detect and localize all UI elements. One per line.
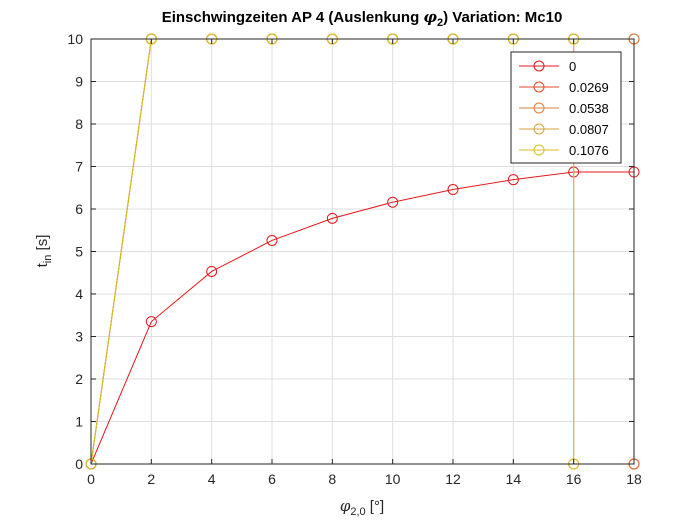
legend-swatch-marker [533,81,545,93]
legend-swatch-marker [533,60,545,72]
y-tick-label: 10 [67,31,83,47]
x-tick-label: 6 [268,471,276,487]
series-line [90,171,635,465]
x-tick-label: 18 [626,471,642,487]
legend-entry: 0.0807 [519,122,609,137]
data-point [206,265,218,277]
y-tick-label: 5 [75,244,83,260]
legend-box [510,51,622,164]
data-point [387,196,399,208]
x-tick-label: 16 [566,471,582,487]
y-tick-label: 8 [75,116,83,132]
legend-entry: 0 [519,59,576,74]
chart-title: Einschwingzeiten AP 4 (Auslenkung φ2) Va… [162,8,563,29]
x-tick-label: 10 [385,471,401,487]
legend-swatch-marker [533,144,545,156]
y-tick-label: 2 [75,371,83,387]
y-tick-label: 9 [75,74,83,90]
data-point [266,234,278,246]
legend: 0 0.0269 0.0538 0.0807 0.1076 [510,51,622,164]
legend-label: 0.0807 [569,122,609,137]
data-point [447,183,459,195]
y-tick-label: 4 [75,286,83,302]
legend-label: 0 [569,59,576,74]
y-tick-label: 1 [75,414,83,430]
y-tick-label: 7 [75,159,83,175]
legend-swatch-marker [533,102,545,114]
x-tick-label: 12 [445,471,461,487]
x-axis-label: φ2,0 [°] [340,497,384,518]
data-point [507,174,519,186]
y-axis-label: tin [s] [34,235,54,268]
x-tick-label: 4 [208,471,216,487]
legend-label: 0.1076 [569,143,609,158]
x-tick-label: 8 [328,471,336,487]
data-point [145,316,157,328]
data-point [326,212,338,224]
series-0 [85,166,640,470]
x-tick-label: 14 [506,471,522,487]
y-tick-label: 3 [75,329,83,345]
y-tick-label: 0 [75,456,83,472]
legend-entry: 0.1076 [519,143,609,158]
y-tick-label: 6 [75,201,83,217]
legend-swatch-marker [533,123,545,135]
legend-entry: 0.0538 [519,101,609,116]
legend-label: 0.0269 [569,80,609,95]
legend-entry: 0.0269 [519,80,609,95]
legend-label: 0.0538 [569,101,609,116]
x-tick-label: 0 [87,471,95,487]
x-tick-label: 2 [147,471,155,487]
